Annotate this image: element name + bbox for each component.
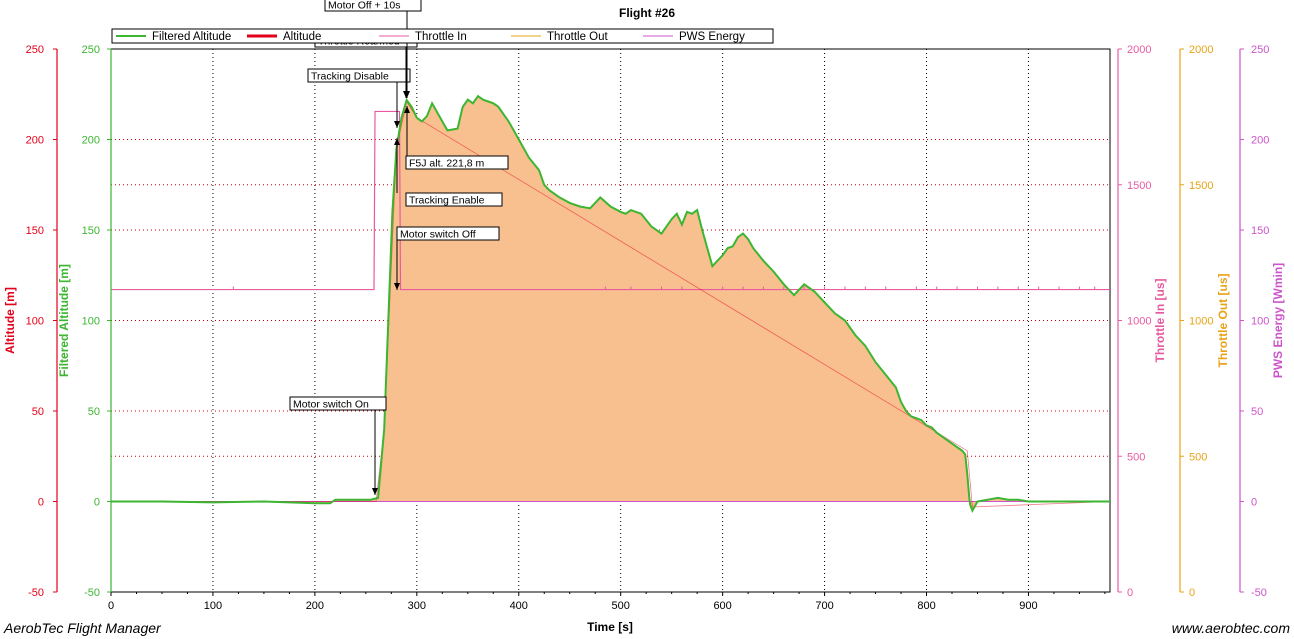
annotation: F5J alt. 221,8 m — [404, 106, 509, 170]
legend-entry: Throttle Out — [547, 31, 609, 43]
y-axis-title: Throttle Out [us] — [1216, 274, 1230, 368]
y-tick-label: 1000 — [1127, 316, 1151, 328]
x-axis-label: Time [s] — [587, 620, 633, 634]
x-tick-label: 300 — [408, 600, 426, 612]
website-link[interactable]: www.aerobtec.com — [1171, 620, 1290, 636]
app-name: AerobTec Flight Manager — [4, 620, 161, 636]
x-tick-label: 600 — [713, 600, 731, 612]
y-axis-title: Altitude [m] — [3, 287, 17, 354]
filtered-altitude-area — [111, 96, 1110, 511]
annotation-box — [324, 0, 422, 12]
annotation-arrowhead — [404, 91, 410, 98]
annotation-arrowhead — [404, 106, 410, 113]
legend-entry: PWS Energy — [679, 31, 745, 43]
x-tick-label: 900 — [1019, 600, 1037, 612]
annotation-label: Motor switch Off — [400, 229, 476, 241]
y-axis-title: Filtered Altitude [m] — [57, 264, 71, 377]
y-tick-label: 250 — [1251, 44, 1269, 56]
annotation: Tracking Disable — [307, 68, 411, 128]
y-tick-label: 100 — [26, 316, 44, 328]
y-tick-label: -50 — [28, 587, 44, 599]
x-tick-label: 100 — [204, 600, 222, 612]
x-tick-label: 200 — [306, 600, 324, 612]
legend-entry: Filtered Altitude — [152, 31, 231, 43]
x-tick-label: 0 — [108, 600, 114, 612]
annotation: Motor switch On — [289, 396, 387, 495]
annotation-box — [405, 192, 503, 207]
annotation-label: Motor switch On — [293, 399, 369, 411]
legend-entry: Altitude — [283, 31, 321, 43]
y-axis-title: PWS Energy [Wmin] — [1271, 263, 1285, 378]
series-lines — [111, 94, 1111, 513]
filtered-altitude-line — [111, 94, 1110, 513]
legend: Filtered Altitude Altitude Throttle In Thro… — [111, 28, 774, 44]
annotation-arrowhead — [394, 283, 400, 290]
y-tick-label: 150 — [82, 225, 100, 237]
y-tick-label: 2000 — [1189, 44, 1213, 56]
x-tick-label: 500 — [612, 600, 630, 612]
y-tick-label: 200 — [26, 135, 44, 147]
y-tick-label: 0 — [1189, 587, 1195, 599]
y-tick-label: 250 — [26, 44, 44, 56]
annotation-arrowhead — [394, 138, 400, 145]
annotation-box — [307, 68, 411, 83]
y-tick-label: 250 — [82, 44, 100, 56]
x-tick-label: 700 — [815, 600, 833, 612]
x-tick-label: 800 — [917, 600, 935, 612]
annotation-label: Tracking Enable — [409, 195, 485, 207]
y-tick-label: 1500 — [1189, 180, 1213, 192]
annotation-label: F5J alt. 221,8 m — [409, 158, 485, 170]
y-tick-label: 50 — [1251, 406, 1263, 418]
throttle-in-line — [111, 110, 1110, 291]
y-tick-label: 200 — [82, 135, 100, 147]
y-tick-label: -50 — [1251, 587, 1267, 599]
annotation: Motor switch Off — [394, 226, 500, 290]
y-tick-label: 50 — [32, 406, 44, 418]
y-tick-label: 150 — [26, 225, 44, 237]
altitude-fill — [111, 96, 1110, 511]
y-axis-title: Throttle In [us] — [1153, 279, 1167, 363]
y-tick-label: 1500 — [1127, 180, 1151, 192]
annotation-arrowhead — [394, 121, 400, 128]
y-tick-label: 0 — [38, 497, 44, 509]
y-tick-label: 0 — [1251, 497, 1257, 509]
x-tick-label: 400 — [510, 600, 528, 612]
legend-box — [111, 28, 774, 44]
annotation-box — [289, 396, 387, 411]
legend-entry: Throttle In — [415, 31, 467, 43]
annotation-arrowhead — [372, 488, 378, 495]
y-tick-label: -50 — [84, 587, 100, 599]
annotation-label: Tracking Disable — [311, 71, 389, 83]
y-tick-label: 1000 — [1189, 316, 1213, 328]
y-tick-label: 0 — [94, 497, 100, 509]
y-tick-label: 0 — [1127, 587, 1133, 599]
annotation: Motor Off + 10s — [324, 0, 422, 98]
y-tick-label: 500 — [1189, 451, 1207, 463]
annotation: Tracking Enable — [394, 138, 503, 207]
annotation-box — [396, 226, 500, 241]
y-tick-label: 50 — [88, 406, 100, 418]
y-tick-label: 100 — [1251, 316, 1269, 328]
annotation-label: Motor Off + 10s — [328, 0, 400, 12]
y-tick-label: 500 — [1127, 451, 1145, 463]
chart-title: Flight #26 — [619, 6, 675, 20]
y-tick-label: 150 — [1251, 225, 1269, 237]
y-tick-label: 100 — [82, 316, 100, 328]
annotation-box — [405, 155, 509, 170]
y-tick-label: 2000 — [1127, 44, 1151, 56]
y-tick-label: 200 — [1251, 135, 1269, 147]
axes: 0 100 200 300 400 500 600 700 800 900-50050100150… — [3, 44, 1285, 612]
